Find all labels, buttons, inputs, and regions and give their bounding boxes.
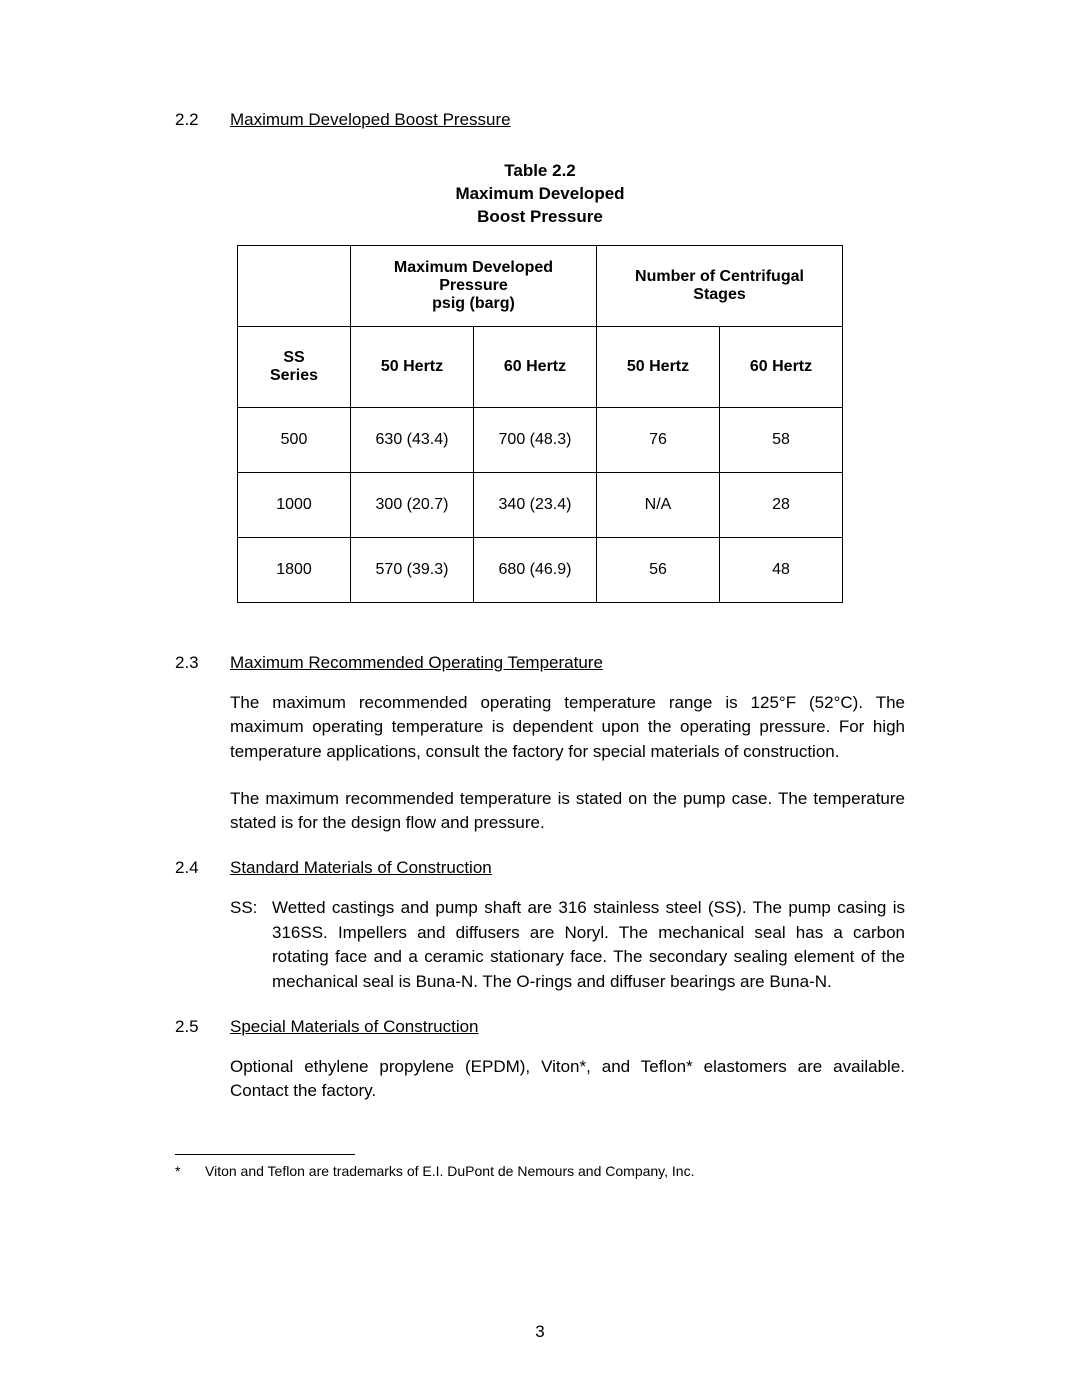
section-number: 2.2 (175, 110, 230, 130)
section-number: 2.5 (175, 1017, 230, 1037)
section-2-4-heading: 2.4 Standard Materials of Construction (175, 858, 905, 878)
table-header-pressure: Maximum Developed Pressure psig (barg) (351, 245, 597, 326)
section-title: Maximum Recommended Operating Temperatur… (230, 653, 603, 673)
table-header-series: SS Series (238, 326, 351, 407)
cell-value: 56 (597, 537, 720, 602)
header-text: Maximum Developed (394, 259, 553, 276)
table-caption: Table 2.2 Maximum Developed Boost Pressu… (175, 160, 905, 229)
caption-line: Boost Pressure (477, 207, 603, 226)
section-title: Maximum Developed Boost Pressure (230, 110, 511, 130)
body-paragraph: The maximum recommended operating temper… (230, 691, 905, 765)
table-subheader-60hz: 60 Hertz (474, 326, 597, 407)
cell-series: 500 (238, 407, 351, 472)
table-subheader-50hz: 50 Hertz (597, 326, 720, 407)
cell-series: 1800 (238, 537, 351, 602)
caption-line: Table 2.2 (504, 161, 576, 180)
cell-value: N/A (597, 472, 720, 537)
header-text: Stages (693, 286, 745, 303)
cell-value: 58 (720, 407, 843, 472)
table-row: 1000 300 (20.7) 340 (23.4) N/A 28 (238, 472, 843, 537)
footnote-rule (175, 1154, 355, 1155)
cell-value: 300 (20.7) (351, 472, 474, 537)
header-text: psig (barg) (432, 295, 515, 312)
boost-pressure-table: Maximum Developed Pressure psig (barg) N… (237, 245, 843, 603)
table-subheader-60hz: 60 Hertz (720, 326, 843, 407)
page: 2.2 Maximum Developed Boost Pressure Tab… (0, 0, 1080, 1397)
cell-series: 1000 (238, 472, 351, 537)
footnote-text: Viton and Teflon are trademarks of E.I. … (205, 1163, 695, 1179)
footnote-mark: * (175, 1163, 205, 1179)
cell-value: 700 (48.3) (474, 407, 597, 472)
section-2-2-heading: 2.2 Maximum Developed Boost Pressure (175, 110, 905, 130)
cell-value: 76 (597, 407, 720, 472)
section-number: 2.3 (175, 653, 230, 673)
footnote: * Viton and Teflon are trademarks of E.I… (175, 1163, 905, 1179)
cell-value: 570 (39.3) (351, 537, 474, 602)
table-header-stages: Number of Centrifugal Stages (597, 245, 843, 326)
table-row: 1800 570 (39.3) 680 (46.9) 56 48 (238, 537, 843, 602)
header-text: Series (270, 367, 318, 384)
table-header-blank (238, 245, 351, 326)
subitem-label: SS: (230, 896, 272, 995)
subitem-ss: SS: Wetted castings and pump shaft are 3… (230, 896, 905, 995)
section-2-3-heading: 2.3 Maximum Recommended Operating Temper… (175, 653, 905, 673)
cell-value: 28 (720, 472, 843, 537)
cell-value: 680 (46.9) (474, 537, 597, 602)
section-number: 2.4 (175, 858, 230, 878)
section-title: Special Materials of Construction (230, 1017, 479, 1037)
header-text: SS (283, 349, 304, 366)
table-subheader-50hz: 50 Hertz (351, 326, 474, 407)
table-row: 500 630 (43.4) 700 (48.3) 76 58 (238, 407, 843, 472)
section-title: Standard Materials of Construction (230, 858, 492, 878)
cell-value: 340 (23.4) (474, 472, 597, 537)
body-paragraph: The maximum recommended temperature is s… (230, 787, 905, 836)
body-paragraph: Optional ethylene propylene (EPDM), Vito… (230, 1055, 905, 1104)
header-text: Pressure (439, 277, 508, 294)
subitem-text: Wetted castings and pump shaft are 316 s… (272, 896, 905, 995)
cell-value: 48 (720, 537, 843, 602)
section-2-5-heading: 2.5 Special Materials of Construction (175, 1017, 905, 1037)
cell-value: 630 (43.4) (351, 407, 474, 472)
page-number: 3 (0, 1322, 1080, 1342)
header-text: Number of Centrifugal (635, 268, 804, 285)
caption-line: Maximum Developed (455, 184, 624, 203)
